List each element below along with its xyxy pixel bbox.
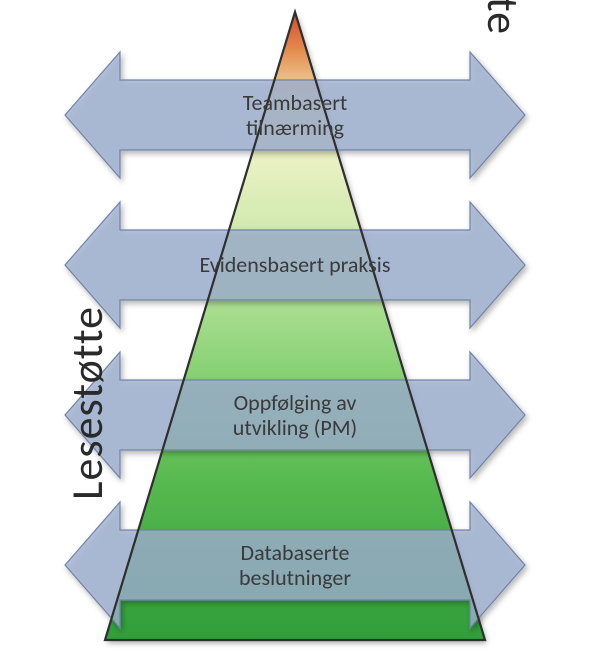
diagram-stage: Lesestøtte Atferdsstøtte Teambaserttilnæ… bbox=[0, 0, 591, 660]
right-side-label: Atferdsstøtte bbox=[476, 0, 530, 35]
left-side-label: Lesestøtte bbox=[60, 306, 114, 500]
